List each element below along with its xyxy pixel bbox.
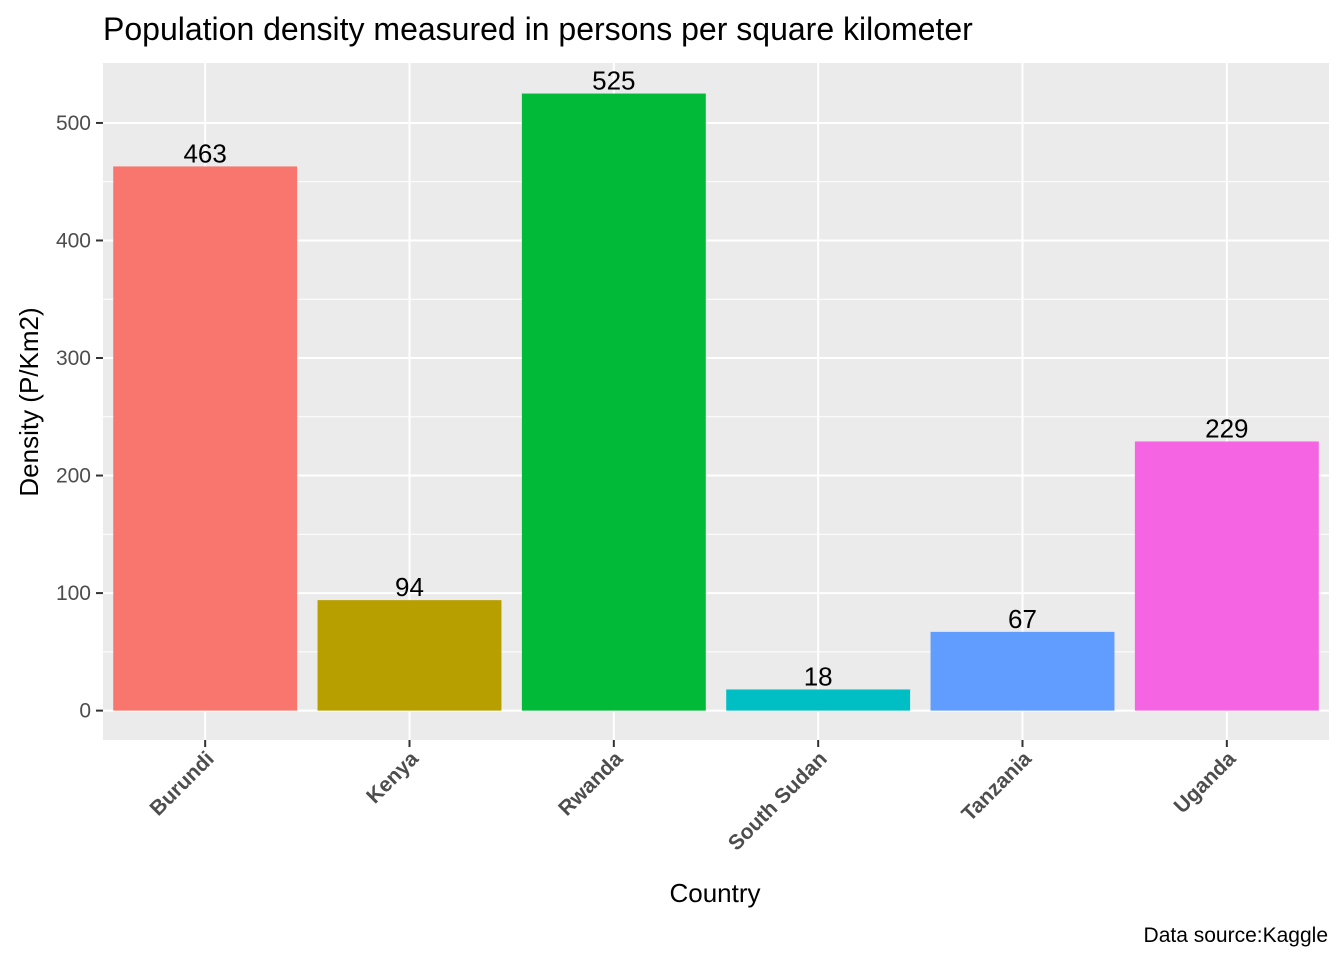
- bar-value-label: 229: [1205, 413, 1248, 443]
- y-axis: 0 100 200 300 400 500: [56, 112, 103, 723]
- x-tick-label: Tanzania: [957, 747, 1036, 826]
- x-axis: Burundi Kenya Rwanda South Sudan Tanzania Uga…: [146, 740, 1241, 855]
- y-tick-label: 100: [56, 582, 91, 605]
- bar-burundi: [113, 166, 298, 711]
- x-tick-label: Rwanda: [554, 747, 627, 820]
- bar-rwanda: [521, 93, 706, 711]
- bar-value-label: 463: [183, 138, 226, 168]
- x-tick-label: Burundi: [146, 747, 219, 820]
- y-axis-title: Density (P/Km2): [14, 307, 44, 496]
- plot-panel: [103, 63, 1329, 740]
- bar-value-label: 525: [592, 66, 635, 96]
- bar-labels-group: 463 94 525 18 67 229: [183, 66, 1248, 692]
- y-tick-label: 200: [56, 465, 91, 488]
- bar-value-label: 94: [395, 572, 424, 602]
- x-tick-label: South Sudan: [724, 747, 832, 855]
- x-tick-label: Kenya: [362, 747, 423, 808]
- caption: Data source:Kaggle: [1144, 924, 1328, 947]
- y-tick-label: 300: [56, 347, 91, 370]
- bar-value-label: 18: [804, 661, 833, 691]
- y-tick-label: 0: [79, 700, 91, 723]
- bar-south-sudan: [726, 689, 911, 711]
- chart-title: Population density measured in persons p…: [103, 11, 973, 47]
- x-tick-label: Uganda: [1170, 747, 1241, 818]
- bar-uganda: [1134, 441, 1319, 711]
- bar-value-label: 67: [1008, 604, 1037, 634]
- bar-kenya: [317, 600, 502, 711]
- y-tick-label: 500: [56, 112, 91, 135]
- bar-tanzania: [930, 631, 1115, 711]
- minor-gridlines: [103, 181, 1329, 653]
- y-tick-label: 400: [56, 229, 91, 252]
- bars-group: [113, 93, 1319, 711]
- x-axis-title: Country: [669, 878, 760, 908]
